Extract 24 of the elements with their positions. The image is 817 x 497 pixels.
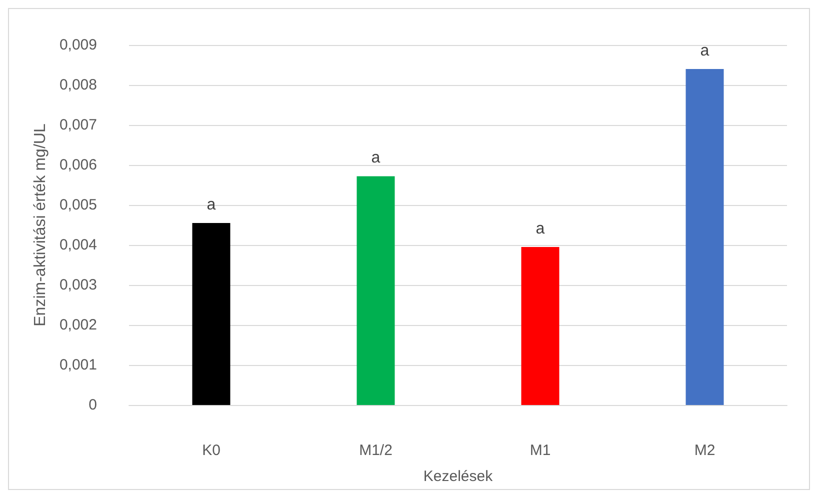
x-tick-label: K0 (202, 442, 220, 459)
data-label: a (536, 220, 545, 238)
bar (356, 176, 395, 405)
y-tick-label: 0 (88, 396, 97, 414)
data-label: a (700, 42, 710, 60)
y-tick-label: 0,003 (59, 276, 97, 294)
bar (686, 69, 724, 405)
x-tick-label: M1/2 (359, 442, 392, 459)
y-tick-label: 0,005 (59, 196, 97, 214)
x-tick-label: M1 (530, 442, 551, 459)
y-tick-label: 0,009 (59, 36, 97, 54)
bar (521, 247, 560, 405)
y-tick-label: 0,001 (59, 356, 97, 374)
y-tick-label: 0,007 (59, 116, 97, 134)
x-tick-label: M2 (694, 442, 716, 459)
data-label: a (371, 150, 380, 167)
y-tick-label: 0,006 (59, 156, 97, 174)
y-axis-title: Enzim-aktivitási érték mg/UL (32, 124, 50, 326)
bar (192, 223, 230, 405)
y-tick-label: 0,008 (59, 76, 97, 94)
y-tick-label: 0,002 (59, 316, 97, 334)
x-axis-title: Kezelések (423, 468, 494, 485)
data-label: a (206, 196, 216, 214)
y-tick-label: 0,004 (59, 236, 97, 254)
